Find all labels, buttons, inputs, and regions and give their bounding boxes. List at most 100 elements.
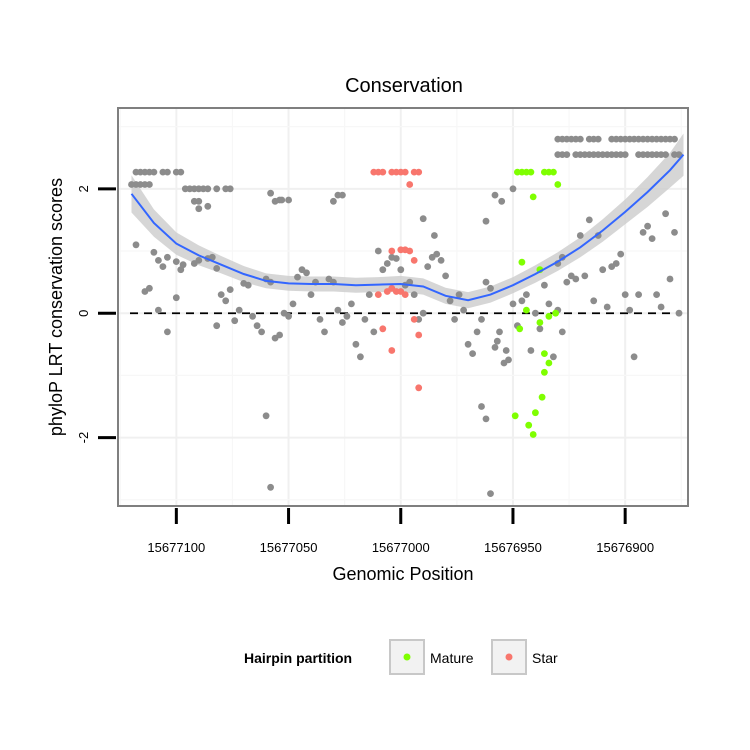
data-point (177, 168, 185, 176)
data-point (285, 196, 292, 204)
data-point (630, 353, 638, 361)
data-point-mature (538, 393, 546, 401)
data-point (590, 297, 598, 305)
data-point-star (379, 325, 387, 333)
data-point (179, 261, 187, 269)
data-point (258, 328, 265, 336)
data-point-mature (552, 309, 559, 317)
data-point (321, 328, 328, 336)
data-point (253, 322, 261, 330)
data-point-mature (541, 368, 548, 376)
data-point-mature (525, 421, 533, 429)
data-point (491, 344, 499, 351)
data-point (392, 255, 400, 262)
data-point (195, 257, 203, 264)
data-point-mature (516, 325, 524, 333)
data-point (523, 291, 530, 298)
data-point (496, 328, 503, 336)
data-point (626, 306, 634, 314)
data-point (478, 316, 485, 323)
data-point-mature (518, 258, 526, 266)
data-point (502, 347, 510, 354)
data-point (365, 291, 373, 298)
legend-label-star: Star (532, 650, 558, 666)
data-point (473, 328, 481, 336)
x-axis-label: Genomic Position (332, 564, 473, 584)
data-point (330, 197, 337, 205)
data-point-mature (550, 168, 557, 176)
data-point (644, 222, 651, 230)
data-point (141, 288, 149, 295)
data-point (482, 217, 490, 225)
smooth-trend-line (130, 153, 685, 302)
legend-item-mature: Mature (389, 639, 474, 675)
data-point-star (406, 247, 414, 255)
data-point (498, 197, 506, 205)
data-point-star (388, 247, 396, 255)
data-point-mature (541, 350, 548, 357)
data-point-star (415, 168, 423, 176)
x-axis: 15677100 15677050 15677000 15676950 15676900 (147, 508, 654, 555)
data-point (339, 191, 346, 199)
plot-panel (117, 107, 689, 507)
data-point (352, 340, 360, 348)
data-point (424, 263, 432, 270)
data-point (132, 241, 140, 249)
data-point-mature (527, 168, 535, 176)
data-point (164, 253, 171, 261)
data-point (155, 306, 162, 314)
data-point (146, 181, 153, 188)
data-point-mature (511, 412, 519, 420)
data-point (357, 353, 364, 361)
data-point (316, 316, 324, 323)
legend-title: Hairpin partition (244, 650, 352, 666)
data-point (563, 151, 571, 159)
legend-item-star: Star (491, 639, 558, 675)
data-point (442, 272, 449, 280)
data-point (437, 257, 445, 264)
data-point (217, 291, 225, 298)
data-point-mature (545, 312, 553, 320)
data-point-star (415, 384, 423, 392)
x-tick-label: 15677100 (147, 540, 205, 555)
data-point (518, 297, 526, 305)
data-point (478, 403, 485, 410)
data-point (662, 151, 669, 159)
data-point (666, 275, 674, 283)
data-point (671, 229, 678, 236)
data-point (621, 151, 629, 159)
data-point-star (406, 181, 414, 188)
data-point (204, 202, 212, 210)
data-point (545, 300, 553, 308)
data-point (572, 275, 580, 283)
x-tick-label: 15676900 (596, 540, 654, 555)
data-point (208, 253, 216, 261)
x-tick-label: 15677000 (372, 540, 430, 555)
y-tick-label: -2 (76, 432, 91, 444)
data-point (617, 250, 625, 258)
data-point (482, 415, 490, 423)
data-point (581, 272, 589, 280)
data-point (343, 312, 351, 320)
data-point (487, 284, 494, 292)
data-point (235, 306, 243, 314)
data-point (599, 266, 607, 274)
data-point (451, 316, 458, 323)
data-point (536, 325, 544, 333)
x-tick-label: 15676950 (484, 540, 542, 555)
data-point (213, 265, 221, 272)
data-point (244, 281, 252, 289)
data-point-star (374, 291, 382, 298)
data-point (379, 266, 387, 274)
data-point (446, 297, 454, 305)
x-tick-label: 15677050 (260, 540, 318, 555)
data-point-mature (545, 359, 553, 367)
data-point (155, 257, 162, 264)
data-point (222, 297, 230, 305)
data-point (164, 168, 171, 176)
data-point (527, 347, 535, 354)
data-point (370, 328, 378, 336)
data-point (410, 291, 418, 298)
data-point-mature (554, 181, 562, 188)
legend-swatch-star (505, 653, 513, 661)
